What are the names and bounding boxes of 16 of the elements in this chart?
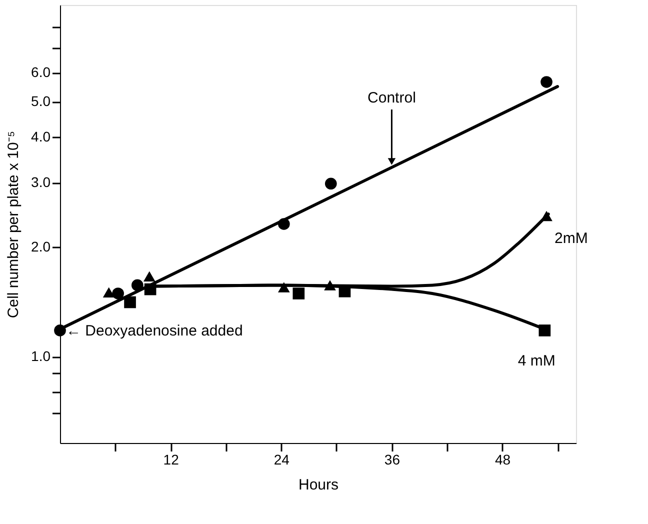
x-axis-title: Hours: [298, 476, 339, 494]
annotation: ← Deoxyadenosine added: [66, 322, 243, 340]
annotation: 2mM: [554, 230, 588, 247]
y-tick-label: 5.0: [31, 93, 51, 110]
y-tick-label: 6.0: [31, 64, 51, 80]
x-tick-label: 12: [163, 452, 180, 468]
y-axis-title: Cell number per plate x 10⁻⁵: [5, 130, 22, 318]
x-tick-label: 48: [494, 452, 511, 468]
y-tick-label: 4.0: [31, 128, 51, 144]
x-tick-label: 24: [274, 452, 290, 468]
y-tick-label: 1.0: [31, 348, 51, 364]
annotation: Control: [368, 89, 416, 106]
y-tick-label: 3.0: [31, 174, 51, 190]
annotation: 4 mM: [518, 352, 556, 370]
y-tick-label: 2.0: [31, 238, 51, 254]
x-tick-label: 36: [384, 452, 400, 468]
